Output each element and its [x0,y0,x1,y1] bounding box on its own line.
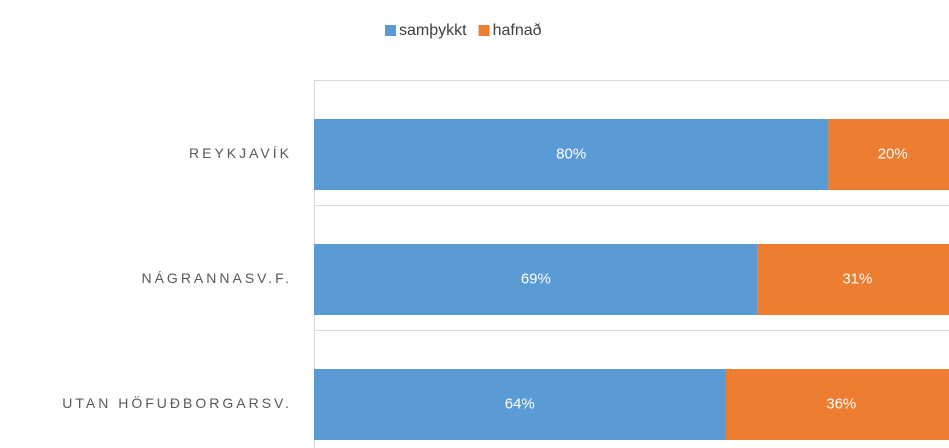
data-label: 31% [842,270,872,287]
legend-label: hafnað [493,22,542,39]
bar-segment [725,369,949,440]
data-label: 80% [556,145,586,162]
bar-segment [314,244,758,315]
bar-segment [757,244,949,315]
bar-segment [314,119,829,190]
data-label: 64% [505,395,535,412]
y-tick-label: REYKJAVÍK [189,145,292,161]
legend-label: samþykkt [399,22,467,39]
y-tick-label: NÁGRANNASV.F. [141,270,292,286]
bar-segment [828,119,949,190]
data-label: 36% [826,395,856,412]
data-label: 69% [521,270,551,287]
data-label: 20% [878,145,908,162]
y-tick-label: UTAN HÖFUÐBORGARSV. [62,394,292,411]
bar-segment [314,369,726,440]
legend-swatch [478,25,490,36]
legend-swatch [385,25,396,36]
